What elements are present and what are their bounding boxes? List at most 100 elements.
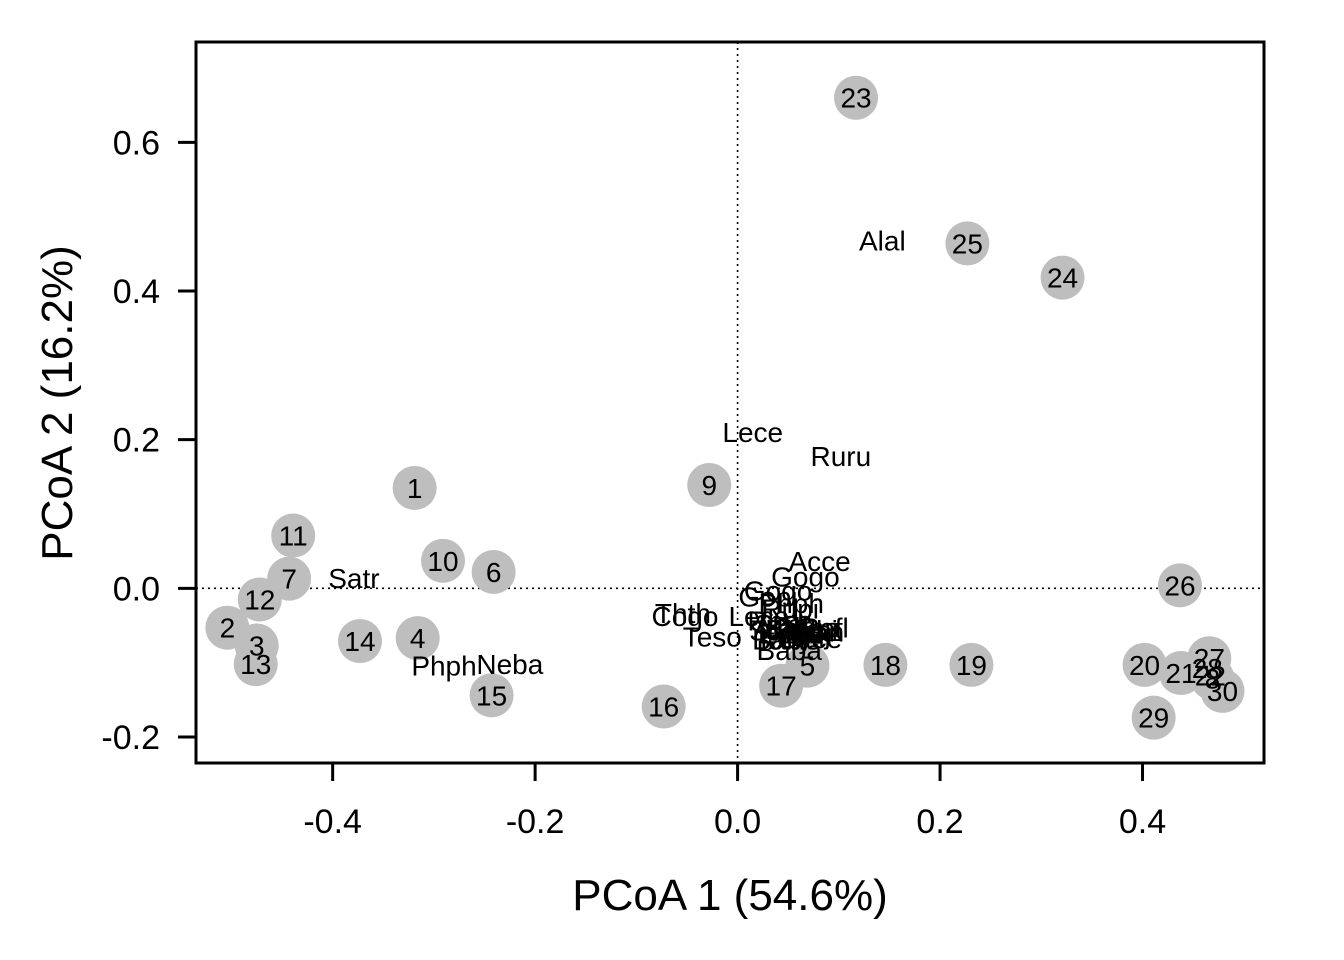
species-label-phph: Phph	[411, 651, 476, 682]
species-label-neba: Neba	[476, 649, 543, 680]
site-point-11	[271, 513, 316, 558]
species-labels: AlalLeceRuruSatrAcceGogoGogoGopiPhphRupi…	[328, 225, 905, 681]
species-label-acce: Acce	[788, 546, 850, 577]
site-point-18	[863, 642, 908, 687]
site-point-20	[1122, 642, 1167, 687]
x-tick-label: 0.0	[714, 803, 761, 841]
site-label-30: 30	[1207, 676, 1238, 707]
species-label-rupi: Rupi	[761, 593, 819, 624]
site-label-29: 29	[1138, 703, 1169, 734]
site-label-28: 28	[1192, 653, 1223, 684]
site-label-25: 25	[952, 228, 983, 259]
y-axis-title: PCoA 2 (16.2%)	[33, 245, 82, 561]
site-label-19: 19	[956, 650, 987, 681]
site-label-14: 14	[344, 626, 375, 657]
species-label-pefl: Pefl	[801, 613, 849, 644]
site-point-17	[759, 663, 804, 708]
species-label-chna: Chna	[773, 613, 840, 644]
species-label-alal: Alal	[859, 225, 906, 256]
site-label-20: 20	[1129, 650, 1160, 681]
y-tick-label: 0.0	[113, 570, 160, 608]
species-label-gyce: Gyce	[777, 623, 842, 654]
reference-lines	[196, 42, 1264, 763]
species-label-lece: Lece	[722, 417, 783, 448]
site-label-5: 5	[800, 651, 816, 682]
species-label-alal: Alal	[754, 612, 801, 643]
species-label-phph: Phph	[759, 588, 824, 619]
species-label-lece: Lece	[728, 601, 789, 632]
x-tick-label: -0.4	[303, 803, 362, 841]
x-tick-label: -0.2	[506, 803, 565, 841]
site-label-4: 4	[410, 623, 426, 654]
site-label-9: 9	[701, 470, 717, 501]
site-label-27: 27	[1194, 643, 1225, 674]
site-label-6: 6	[486, 557, 502, 588]
site-label-11: 11	[279, 521, 308, 552]
site-point-12	[237, 577, 282, 622]
y-tick-label: 0.2	[113, 422, 160, 460]
site-point-6	[471, 549, 516, 594]
site-label-3: 3	[249, 631, 265, 662]
site-label-12: 12	[244, 584, 275, 615]
species-label-eslu: Eslu	[758, 619, 812, 650]
species-label-anan: Anan	[779, 616, 844, 647]
site-point-23	[834, 75, 879, 120]
site-label-7: 7	[281, 564, 297, 595]
site-label-8: 8	[1205, 663, 1221, 694]
site-label-18: 18	[870, 650, 901, 681]
species-label-scer: Scer	[754, 609, 812, 640]
site-point-13	[233, 642, 278, 687]
x-axis-title: PCoA 1 (54.6%)	[572, 871, 888, 920]
species-label-rhse: Rhse	[747, 605, 812, 636]
species-label-blbj: Blbj	[784, 619, 831, 650]
plot-frame	[194, 40, 1266, 765]
species-label-gogo: Gogo	[771, 561, 840, 592]
site-label-13: 13	[240, 649, 271, 680]
site-point-4	[395, 616, 440, 661]
site-point-16	[641, 684, 686, 729]
x-axis: -0.4 -0.2 0.0 0.2 0.4	[303, 763, 1166, 841]
species-label-cogo: Cogo	[651, 601, 718, 632]
site-point-14	[337, 619, 382, 664]
site-label-1: 1	[407, 473, 423, 504]
site-point-15	[469, 673, 514, 718]
site-point-10	[421, 538, 466, 583]
species-label-titi: Titi	[788, 621, 824, 652]
site-point-19	[949, 642, 994, 687]
site-point-25	[945, 221, 990, 266]
site-point-26	[1157, 563, 1202, 608]
site-label-16: 16	[648, 692, 679, 723]
species-label-bajo: Bajo	[765, 614, 821, 645]
y-tick-label: -0.2	[101, 719, 160, 757]
species-label-babl: Babl	[752, 625, 808, 656]
site-point-1	[392, 465, 437, 510]
site-point-9	[687, 463, 732, 508]
species-label-satr: Satr	[328, 563, 379, 594]
site-label-23: 23	[840, 83, 871, 114]
site-label-15: 15	[476, 680, 507, 711]
site-label-2: 2	[220, 613, 236, 644]
site-label-24: 24	[1047, 263, 1078, 294]
y-axis: -0.2 0.0 0.2 0.4 0.6	[101, 124, 196, 757]
x-tick-label: 0.2	[916, 803, 963, 841]
site-point-24	[1040, 255, 1085, 300]
species-label-gogo: Gogo	[744, 576, 813, 607]
species-label-thth: Thth	[655, 598, 711, 629]
species-label-icme: Icme	[760, 625, 821, 656]
site-label-26: 26	[1164, 570, 1195, 601]
site-label-21: 21	[1165, 658, 1196, 689]
species-label-teso: Teso	[683, 622, 742, 653]
site-label-10: 10	[427, 546, 458, 577]
species-label-gopi: Gopi	[738, 582, 797, 613]
species-label-ruru: Ruru	[810, 441, 871, 472]
site-point-29	[1131, 695, 1176, 740]
x-tick-label: 0.4	[1119, 803, 1166, 841]
site-label-17: 17	[766, 671, 797, 702]
site-label-22: 22	[1195, 660, 1226, 691]
site-point-30	[1200, 668, 1245, 713]
species-label-albi: Albi	[791, 615, 838, 646]
y-tick-label: 0.6	[113, 124, 160, 162]
